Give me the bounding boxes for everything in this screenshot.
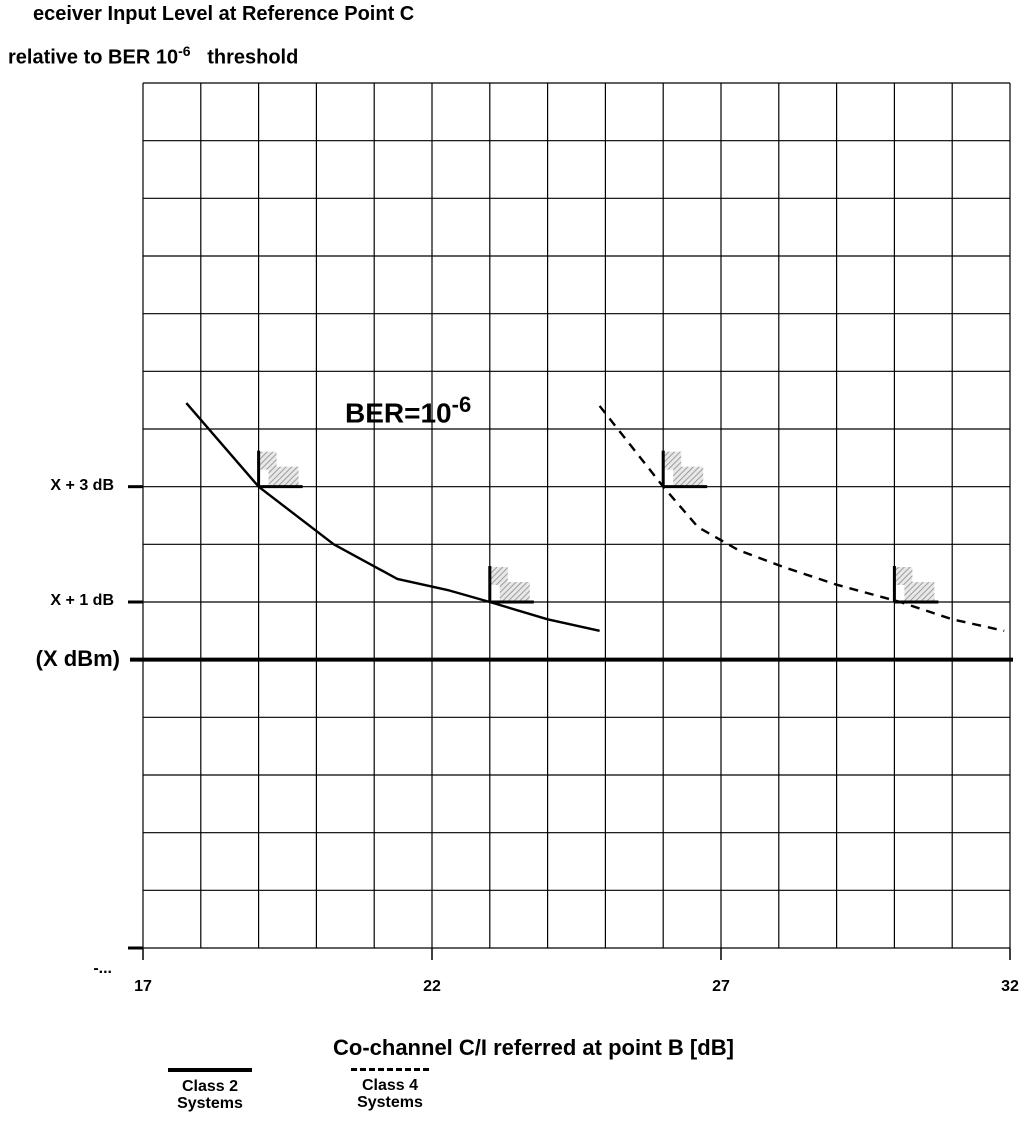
marker-hatch: [904, 582, 935, 602]
x-tick-label: 27: [712, 978, 730, 995]
y-tick-label: X + 1 dB: [50, 592, 114, 609]
x-tick-label: 22: [423, 978, 441, 995]
legend-label-line1: Class 2: [181, 1078, 239, 1095]
marker-hatch: [895, 567, 913, 585]
ber-annotation: BER=10-6: [345, 392, 471, 429]
title-suffix: threshold: [207, 46, 299, 69]
chart-title-line2: relative to BER 10-6 threshold: [8, 43, 298, 70]
grid-lines: [130, 82, 1013, 949]
title-exponent: -6: [178, 43, 191, 59]
chart-title-line1: eceiver Input Level at Reference Point C: [33, 3, 415, 25]
marker-hatch: [490, 567, 508, 585]
x-tick-label: 17: [134, 978, 152, 995]
series-lines: [185, 402, 1005, 633]
y-tick-label: (X dBm): [35, 645, 120, 671]
legend-label-line2: Systems: [357, 1094, 423, 1111]
x-axis-label: Co-channel C/I referred at point B [dB]: [333, 1035, 734, 1060]
legend-swatch-solid: [168, 1068, 252, 1072]
series-line-class4: [598, 405, 1005, 633]
marker-hatch: [673, 466, 704, 487]
legend-item-class2: Class 2 Systems: [160, 1068, 260, 1112]
marker-hatch: [259, 451, 277, 470]
axis-tick-marks: [128, 485, 1011, 960]
y-tick-label: X + 3 dB: [50, 476, 114, 494]
x-tick-label: 32: [1001, 978, 1019, 995]
legend-label-line2: Systems: [177, 1095, 243, 1112]
legend-item-class4: Class 4 Systems: [340, 1068, 440, 1111]
title-prefix: relative to BER 10: [8, 46, 179, 69]
ber-annotation-exponent: -6: [451, 392, 472, 417]
threshold-markers: [257, 450, 939, 604]
marker-hatch: [664, 451, 682, 470]
marker-hatch: [268, 466, 299, 487]
legend-swatch-dashed: [351, 1068, 429, 1071]
marker-hatch: [499, 582, 530, 602]
ber-annotation-text: BER=10: [345, 397, 452, 429]
y-tick-label: -...: [93, 960, 112, 977]
series-line-class2: [185, 402, 600, 633]
legend-label-line1: Class 4: [361, 1077, 419, 1094]
